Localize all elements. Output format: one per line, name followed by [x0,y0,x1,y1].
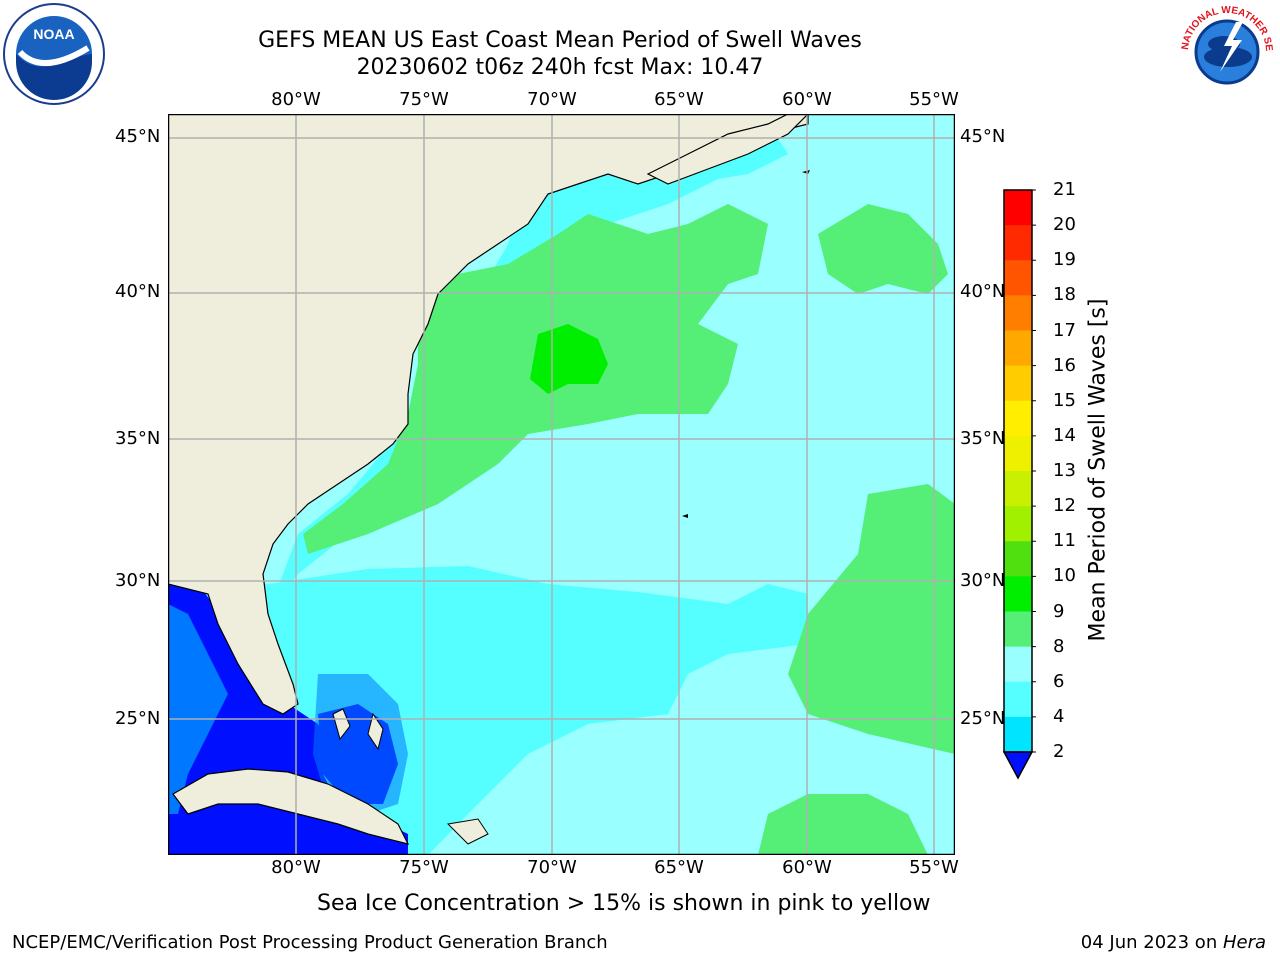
lon-label-top-80w: 80°W [271,89,321,110]
colorbar-tick-label: 10 [1053,565,1076,587]
colorbar-segment [1004,225,1032,261]
colorbar-segment [1004,295,1032,331]
colorbar-tick-label: 4 [1053,705,1065,727]
lat-label-right-40n: 40°N [960,281,1006,302]
gridlines [168,114,955,855]
land-hispaniola [446,818,489,845]
land-sable [802,170,810,174]
colorbar-segment [1004,611,1032,648]
lon-label-top-70w: 70°W [527,89,577,110]
lon-label-top-55w: 55°W [909,89,959,110]
lat-label-left-25n: 25°N [115,708,161,729]
colorbar-tick-label: 19 [1053,249,1076,271]
colorbar-segment [1004,365,1032,402]
footer-branch: NCEP/EMC/Verification Post Processing Pr… [12,932,608,953]
colorbar-tick-label: 6 [1053,670,1065,692]
nws-logo: NATIONAL WEATHER SERVICE [1176,2,1274,99]
map-frame [168,114,955,855]
colorbar-tick-label: 16 [1053,354,1076,376]
colorbar-extension [1002,751,1034,780]
colorbar-tick-label: 20 [1053,214,1076,236]
land-bermuda [682,514,688,518]
noaa-logo-text: NOAA [33,26,74,42]
lon-label-top-60w: 60°W [782,89,832,110]
colorbar-label: Mean Period of Swell Waves [s] [1085,298,1111,642]
swell-period-map [168,114,955,855]
lat-label-right-25n: 25°N [960,708,1006,729]
land-cuba [172,768,410,845]
colorbar-segment [1004,260,1032,296]
lon-label-bottom-65w: 65°W [654,857,704,878]
footer-date: 04 Jun 2023 on Hera [1081,932,1266,953]
colorbar-segment [1004,681,1032,718]
colorbar-segment [1004,190,1032,226]
colorbar-tick-label: 13 [1053,460,1076,481]
lon-label-bottom-80w: 80°W [271,857,321,878]
colorbar-segment [1004,646,1032,683]
land-nova-scotia [646,114,809,185]
colorbar-tick-label: 2 [1053,741,1065,762]
colorbar-tick-label: 11 [1053,530,1076,552]
colorbar-tick-label: 12 [1053,495,1076,517]
colorbar-segment [1004,506,1032,542]
colorbar-tick-label: 8 [1053,635,1065,657]
land-bahamas-eleuthera [367,712,384,751]
period-2-4-bahamas [313,674,408,814]
colorbar-segment [1004,541,1032,577]
chart-subtitle: 20230602 t06z 240h fcst Max: 10.47 [356,55,764,80]
period-2-4-gulf [168,604,228,814]
noaa-logo: NOAA [3,3,105,105]
colorbar-segment [1004,471,1032,507]
colorbar-segment [1004,330,1032,367]
colorbar-tick-label: 15 [1053,389,1076,411]
colorbar-segment [1004,400,1032,437]
lat-label-left-40n: 40°N [115,281,161,302]
lat-label-right-30n: 30°N [960,570,1006,591]
lon-label-bottom-60w: 60°W [782,857,832,878]
lon-label-bottom-75w: 75°W [399,857,449,878]
colorbar-tick-label: 18 [1053,284,1076,306]
chart-title: GEFS MEAN US East Coast Mean Period of S… [258,28,862,53]
lat-label-left-45n: 45°N [115,126,161,147]
colorbar-tick-label: 14 [1053,424,1076,446]
lat-label-right-35n: 35°N [960,428,1006,449]
period-9-10-southeast [758,794,928,855]
period-10-11-core [530,324,608,394]
colorbar-tick-label: 21 [1053,179,1076,200]
colorbar-segment [1004,435,1032,472]
lat-label-left-35n: 35°N [115,428,161,449]
colorbar-segment [1004,716,1032,753]
lat-label-left-30n: 30°N [115,570,161,591]
period-9-10-east [788,484,955,754]
lon-label-bottom-55w: 55°W [909,857,959,878]
colorbar [1002,189,1036,780]
period-9-10-northeast [818,204,948,294]
colorbar-tick-label: 17 [1053,319,1076,341]
colorbar-tick-label: 9 [1053,600,1065,622]
footer-host: Hera [1222,932,1266,953]
sea-ice-note: Sea Ice Concentration > 15% is shown in … [317,891,931,916]
colorbar-segment [1004,576,1032,612]
lon-label-top-75w: 75°W [399,89,449,110]
footer-date-text: 04 Jun 2023 on [1080,932,1223,953]
lon-label-bottom-70w: 70°W [527,857,577,878]
lat-label-right-45n: 45°N [960,126,1006,147]
lon-label-top-65w: 65°W [654,89,704,110]
land-bahamas-andros [332,708,351,741]
